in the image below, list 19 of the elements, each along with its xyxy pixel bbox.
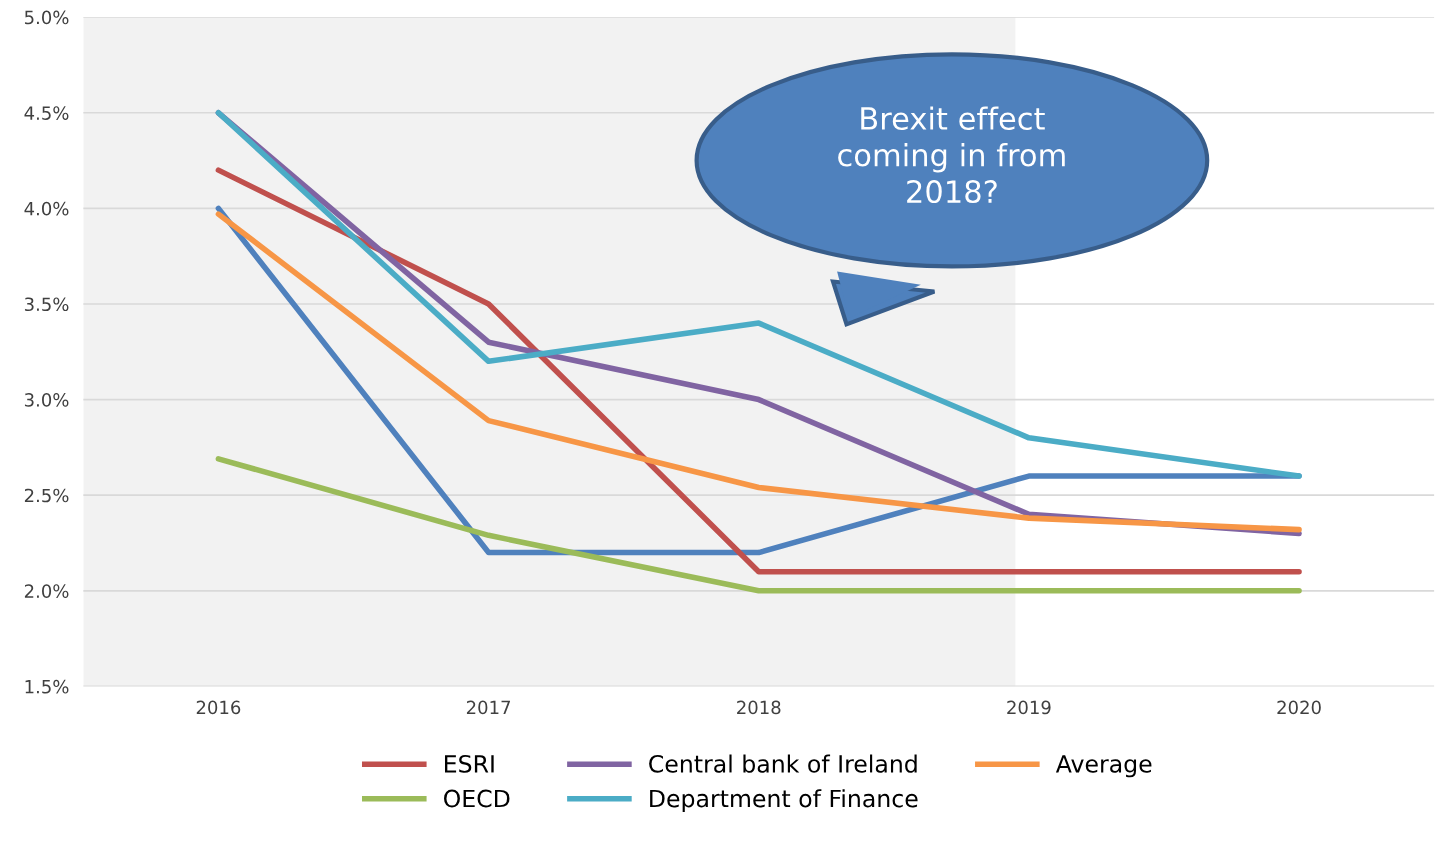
y-tick-label: 3.0%	[24, 393, 69, 407]
y-tick-label: 1.5%	[25, 679, 69, 694]
y-tick-label: 2.0%	[24, 584, 69, 598]
y-tick-label: 2.5%	[24, 488, 69, 503]
x-tick-label: 2020	[1277, 700, 1321, 715]
x-tick-label: 2018	[737, 700, 781, 715]
legend-label: Average	[1055, 755, 1152, 778]
y-tick-label: 5.0%	[24, 10, 69, 25]
y-tick-label: 4.0%	[24, 201, 69, 216]
legend-label: ESRI	[445, 754, 494, 773]
legend-label: Department of Finance	[650, 789, 918, 812]
x-tick-label: 2016	[196, 700, 241, 715]
y-tick-label: 3.5%	[24, 297, 69, 312]
annotation: Brexit effect coming in from 2018?	[838, 106, 1065, 204]
x-tick-label: 2017	[466, 700, 511, 715]
legend-label: Central bank of Ireland	[649, 754, 917, 773]
x-tick-label: 2019	[1007, 700, 1051, 715]
y-tick-label: 4.5%	[24, 106, 69, 120]
legend-label: OECD	[444, 789, 510, 808]
